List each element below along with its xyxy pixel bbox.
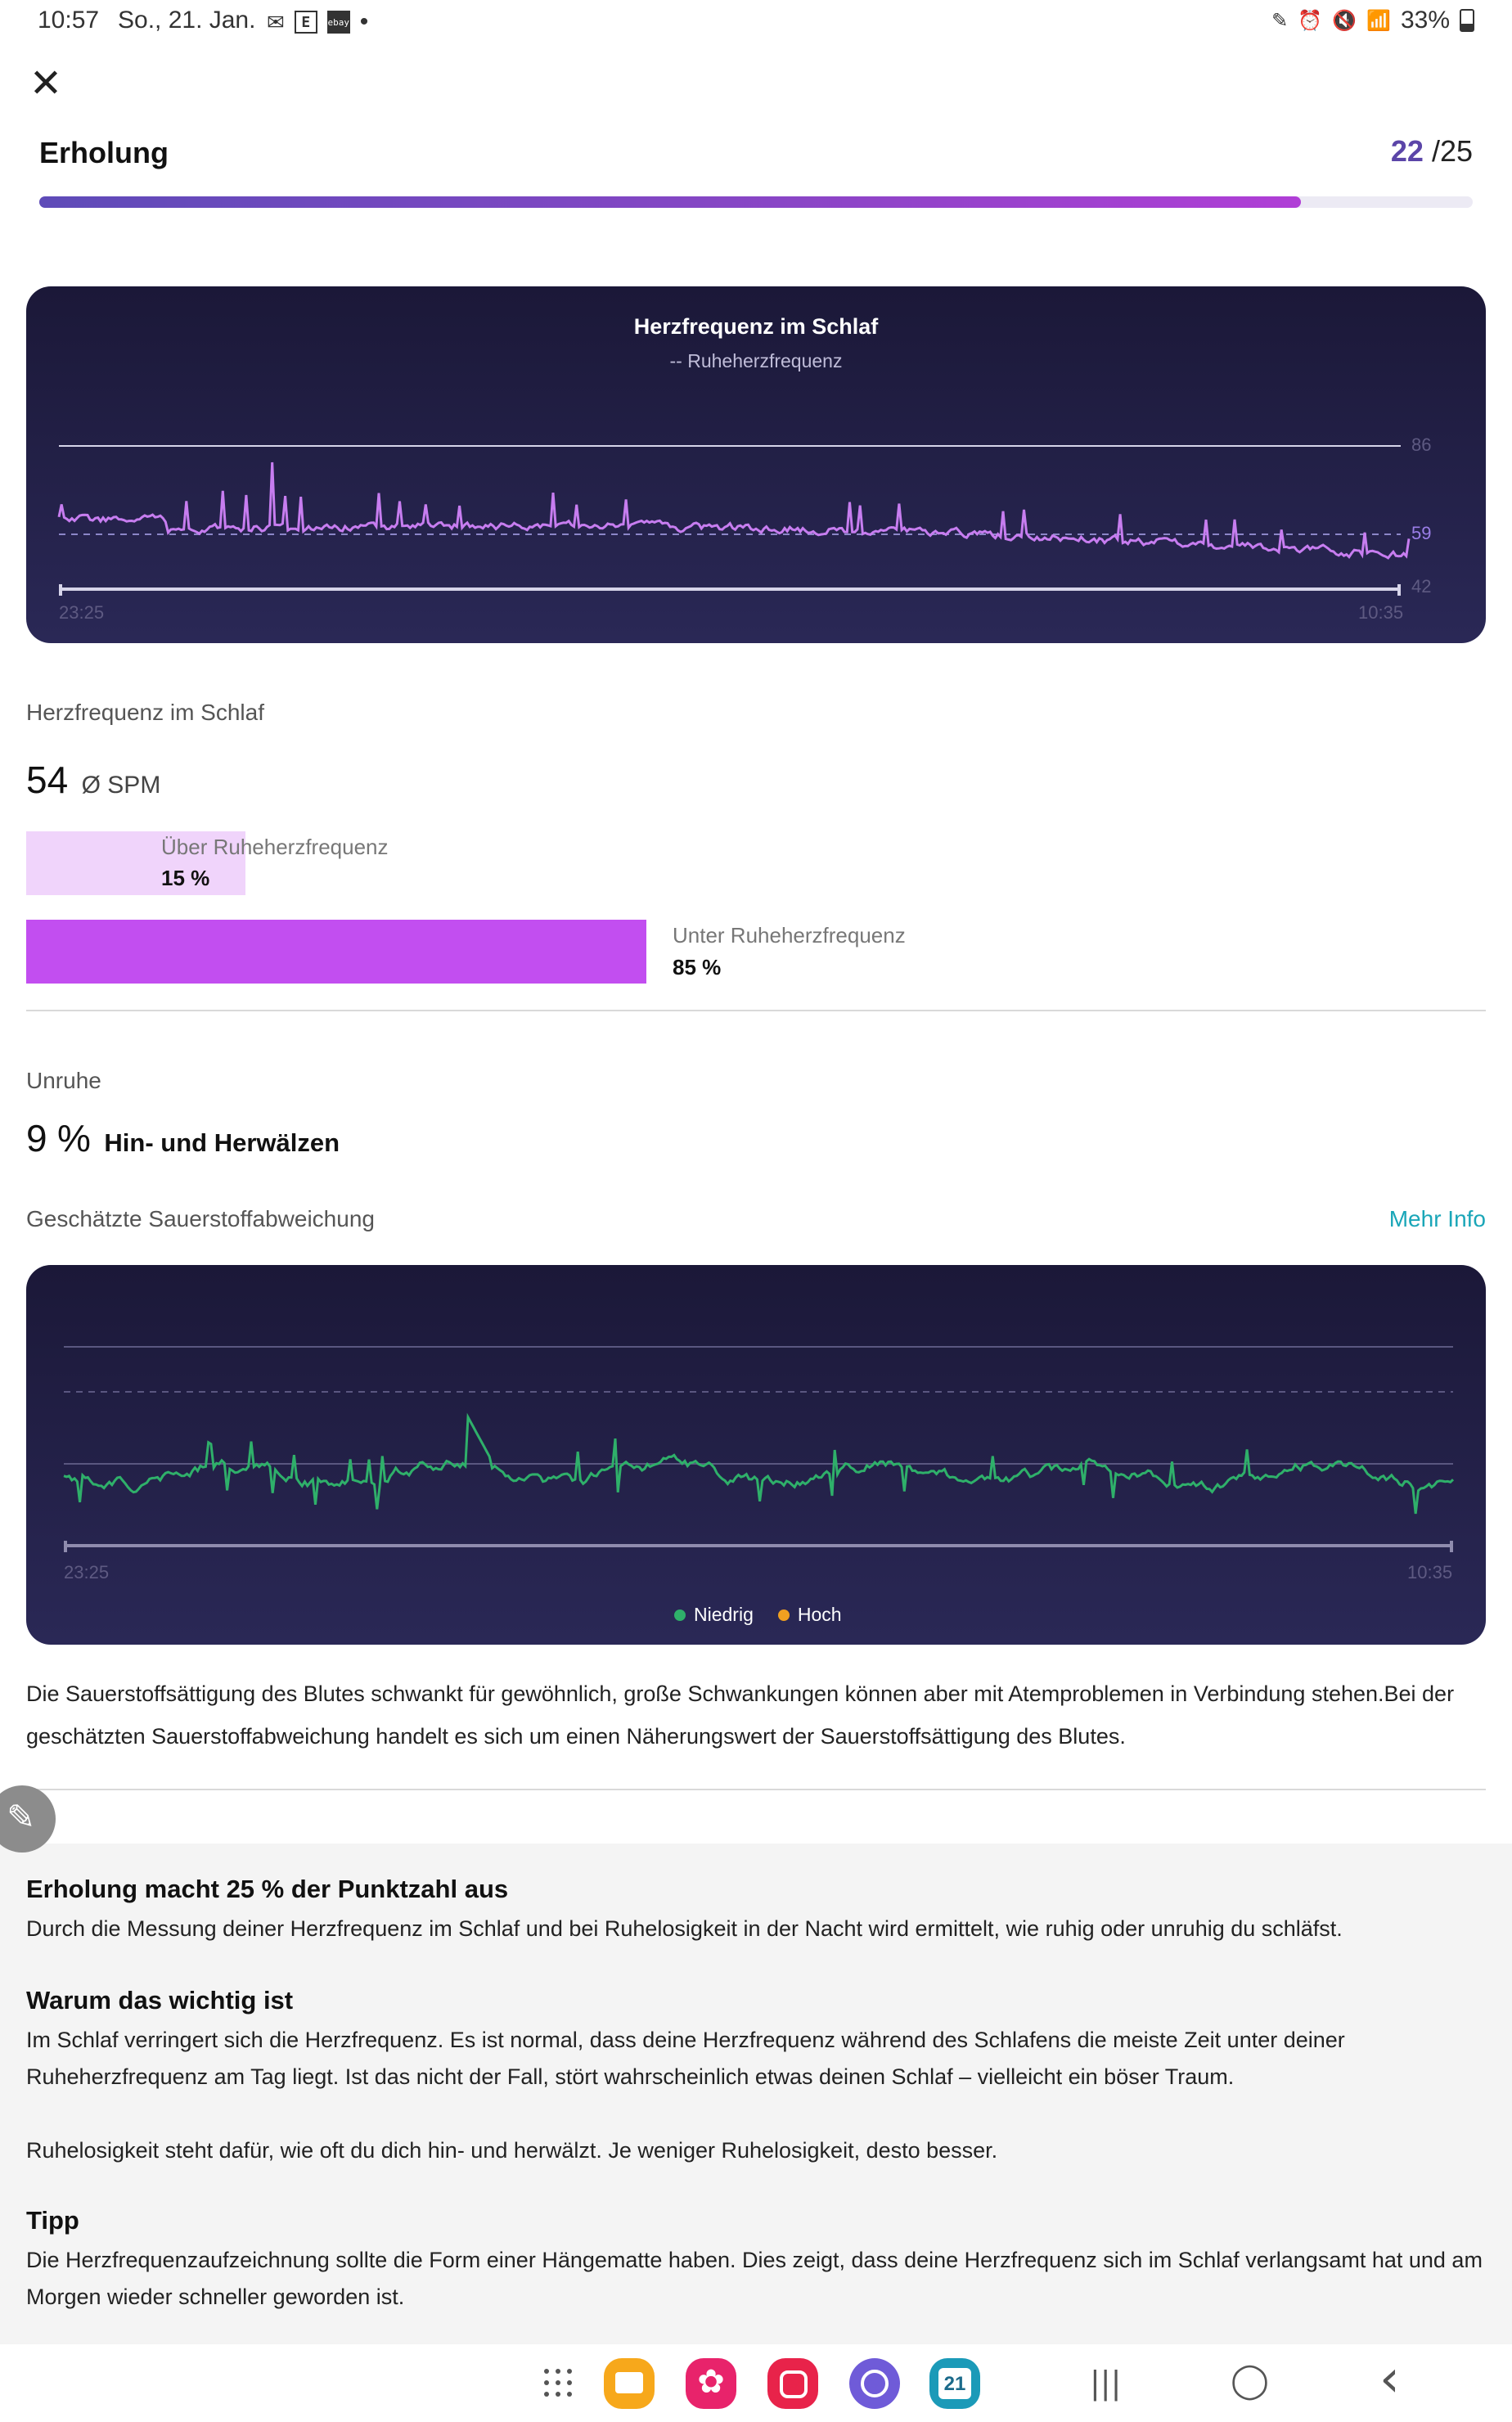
- hr-section-label: Herzfrequenz im Schlaf: [26, 700, 265, 725]
- close-button[interactable]: ✕: [29, 61, 63, 106]
- section-divider: [26, 1010, 1486, 1011]
- alarm-icon: ⏰: [1298, 9, 1323, 32]
- above-resting-bar: [26, 831, 245, 895]
- info-text-why: Im Schlaf verringert sich die Herzfreque…: [26, 2028, 1345, 2089]
- x-tick-label-start: 23:25: [59, 602, 105, 623]
- files-app-icon[interactable]: [604, 2358, 655, 2409]
- edit-button[interactable]: ✎: [0, 1785, 56, 1853]
- status-date: So., 21. Jan.: [118, 7, 256, 34]
- calendar-app-icon[interactable]: 21: [929, 2358, 980, 2409]
- oxygen-x-tick-start: 23:25: [64, 1562, 110, 1582]
- app-drawer-icon[interactable]: [542, 2366, 574, 2399]
- oxygen-legend: Niedrig Hoch: [674, 1604, 842, 1626]
- hr-average-value: 54: [26, 759, 69, 801]
- battery-icon: [1460, 9, 1474, 32]
- score-current: 22: [1390, 134, 1424, 168]
- section-divider-2: [26, 1789, 1486, 1790]
- below-resting-label: Unter Ruheherzfrequenz: [673, 923, 906, 948]
- oxygen-description: Die Sauerstoffsättigung des Blutes schwa…: [26, 1681, 1455, 1749]
- oxygen-chart: [63, 1346, 1455, 1552]
- hr-average-unit: Ø SPM: [81, 772, 161, 799]
- restless-summary: 9 % Hin- und Herwälzen: [26, 1116, 340, 1160]
- above-resting-label: Über Ruheherzfrequenz: [161, 835, 389, 859]
- score-total: /25: [1431, 134, 1473, 168]
- legend-dot-high: [777, 1609, 790, 1621]
- restless-unit: %: [57, 1117, 91, 1159]
- notification-icons: ✉ E ebay •: [267, 8, 368, 36]
- above-resting-value: 15 %: [161, 866, 210, 890]
- y-tick-label-bottom: 42: [1411, 576, 1432, 596]
- status-right: ✎ ⏰ 🔇 📶 33%: [1271, 7, 1474, 34]
- pencil-icon: ✎: [7, 1797, 36, 1837]
- home-button[interactable]: ◯: [1231, 2360, 1270, 2400]
- status-time: 10:57: [38, 7, 100, 34]
- score-display: 22 /25: [1391, 134, 1473, 169]
- internet-app-icon[interactable]: [849, 2358, 900, 2409]
- below-resting-value: 85 %: [673, 955, 722, 979]
- below-resting-bar: [26, 920, 646, 984]
- x-tick-label-end: 10:35: [1358, 602, 1404, 623]
- more-notifications-icon: •: [359, 8, 369, 35]
- score-progress-bar: [39, 196, 1473, 208]
- score-progress-fill: [39, 196, 1301, 208]
- edeka-icon: E: [294, 11, 317, 34]
- battery-percent: 33%: [1400, 7, 1450, 34]
- info-panel: Erholung macht 25 % der Punktzahl aus Du…: [0, 1844, 1512, 2344]
- chart-title: Herzfrequenz im Schlaf: [633, 314, 879, 339]
- heart-rate-chart-card[interactable]: Herzfrequenz im Schlaf -- Ruheherzfreque…: [26, 286, 1486, 643]
- legend-dot-low: [674, 1609, 686, 1621]
- info-text-restless: Ruhelosigkeit steht dafür, wie oft du di…: [26, 2138, 998, 2163]
- back-button[interactable]: ‹: [1379, 2348, 1400, 2408]
- info-heading-share: Erholung macht 25 % der Punktzahl aus: [26, 1875, 509, 1903]
- calendar-day: 21: [938, 2368, 971, 2399]
- y-tick-label-top: 86: [1411, 434, 1432, 455]
- more-info-link[interactable]: Mehr Info: [1388, 1206, 1486, 1231]
- info-text-tip: Die Herzfrequenzaufzeichnung sollte die …: [26, 2248, 1483, 2309]
- heart-rate-chart: [57, 445, 1411, 596]
- gallery-app-icon[interactable]: ✿: [686, 2358, 736, 2409]
- oxygen-label: Geschätzte Sauerstoffabweichung: [26, 1206, 375, 1231]
- info-heading-why: Warum das wichtig ist: [26, 1986, 294, 2015]
- page-title: Erholung: [39, 136, 169, 169]
- pen-icon: ✎: [1271, 9, 1289, 32]
- hr-average: 54 Ø SPM: [26, 758, 160, 802]
- legend-label-high: Hoch: [797, 1604, 842, 1625]
- mute-icon: 🔇: [1332, 9, 1357, 32]
- recents-button[interactable]: |||: [1090, 2365, 1122, 2401]
- mail-icon: ✉: [267, 9, 285, 34]
- camera-app-icon[interactable]: [767, 2358, 818, 2409]
- legend-label-low: Niedrig: [694, 1604, 754, 1625]
- oxygen-series-line: [63, 1412, 1455, 1515]
- restless-label: Unruhe: [26, 1068, 101, 1093]
- wifi-icon: 📶: [1366, 9, 1391, 32]
- y-tick-label-resting: 59: [1411, 523, 1432, 543]
- restless-value: 9: [26, 1117, 47, 1159]
- chart-subtitle: -- Ruheherzfrequenz: [669, 350, 843, 371]
- ebay-icon: ebay: [326, 11, 350, 34]
- heart-rate-series-line: [57, 461, 1411, 560]
- navigation-bar: [0, 2345, 1512, 2422]
- info-text-share: Durch die Messung deiner Herzfrequenz im…: [26, 1916, 1343, 1941]
- restless-description: Hin- und Herwälzen: [104, 1128, 340, 1157]
- oxygen-chart-card[interactable]: 23:25 10:35 Niedrig Hoch: [26, 1265, 1486, 1645]
- status-bar: 10:57 So., 21. Jan. ✉ E ebay • ✎ ⏰ 🔇 📶 3…: [0, 0, 1512, 43]
- info-heading-tip: Tipp: [26, 2206, 79, 2235]
- oxygen-x-tick-end: 10:35: [1407, 1562, 1453, 1582]
